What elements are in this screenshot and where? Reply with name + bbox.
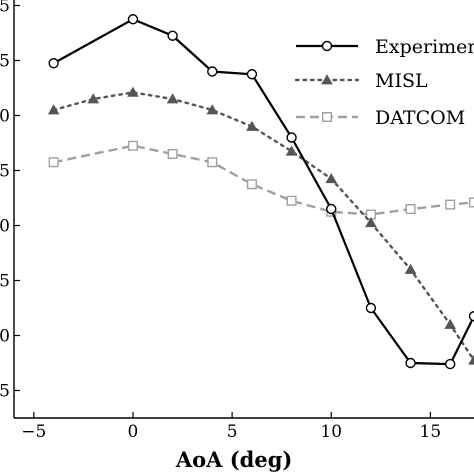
data-point-experiment: [405, 357, 416, 369]
y-tick-label: 5: [0, 52, 10, 72]
data-point-experiment: [468, 311, 474, 322]
legend-marker-misl: [321, 74, 333, 85]
data-point-experiment: [445, 358, 456, 370]
data-point-datcom: [48, 157, 59, 168]
x-tick-label: 15: [420, 422, 442, 442]
data-point-experiment: [207, 66, 218, 77]
x-tick-label: 10: [320, 422, 342, 442]
data-point-misl: [325, 172, 338, 184]
data-point-datcom: [246, 179, 257, 190]
data-point-datcom: [445, 199, 456, 210]
data-point-datcom: [127, 140, 138, 151]
data-point-misl: [444, 318, 457, 329]
y-tick-label: 0: [0, 217, 10, 237]
data-point-datcom: [469, 197, 474, 208]
data-point-experiment: [326, 203, 337, 215]
data-point-misl: [47, 104, 60, 115]
data-point-experiment: [365, 302, 377, 314]
data-point-datcom: [207, 157, 218, 168]
data-point-misl: [365, 216, 377, 228]
data-point-misl: [285, 145, 298, 156]
y-tick-label: 0: [0, 107, 10, 127]
y-tick-label: 5: [0, 0, 10, 17]
x-tick-label: −5: [21, 422, 46, 442]
legend-label-datcom: DATCOM: [375, 107, 465, 129]
x-tick-label: 5: [227, 422, 238, 442]
data-point-misl: [87, 93, 100, 104]
data-point-misl: [206, 104, 219, 115]
legend-marker-experiment: [321, 40, 333, 52]
data-point-misl: [127, 86, 139, 97]
legend-marker-datcom: [322, 111, 333, 122]
x-axis-label: AoA (deg): [175, 447, 293, 472]
data-point-experiment: [286, 132, 297, 143]
y-tick-label: 0: [0, 327, 10, 347]
data-point-misl: [404, 263, 417, 274]
legend: Experiment MISL DATCOM: [294, 36, 474, 129]
legend-label-experiment: Experiment: [375, 36, 474, 58]
data-point-experiment: [246, 69, 258, 80]
series-line-misl: [52, 91, 474, 362]
data-point-datcom: [167, 148, 178, 159]
data-point-misl: [468, 354, 474, 365]
data-point-experiment: [48, 58, 59, 69]
y-tick-label: 5: [0, 162, 10, 182]
data-point-datcom: [286, 195, 297, 206]
y-tick-label: 5: [0, 272, 10, 292]
series-line-datcom: [53, 144, 474, 216]
data-point-experiment: [127, 14, 139, 25]
x-tick-label: 0: [128, 422, 139, 442]
legend-label-misl: MISL: [375, 70, 428, 92]
data-point-misl: [166, 93, 179, 104]
data-point-datcom: [405, 203, 416, 214]
data-point-experiment: [167, 30, 178, 41]
data-point-misl: [246, 120, 258, 131]
y-tick-label: 5: [0, 382, 10, 402]
series-layer: [47, 14, 474, 370]
axes-frame: [13, 0, 474, 419]
ticks: −5 0 5 10 15 5 0 5 0 5 0 5 5: [0, 0, 441, 442]
